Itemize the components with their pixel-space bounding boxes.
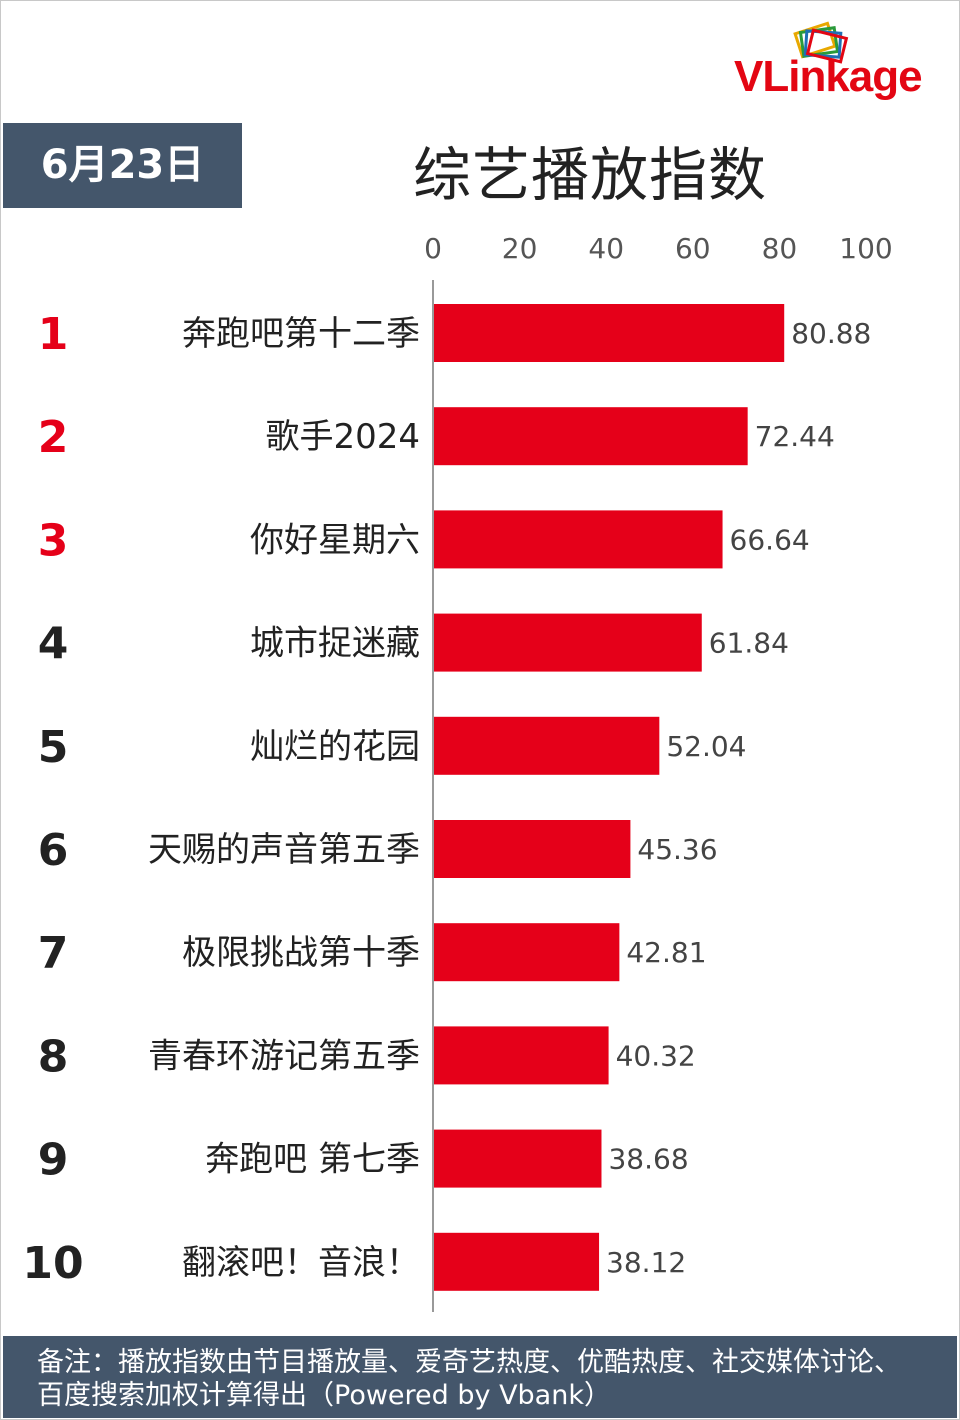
category-label: 你好星期六: [250, 520, 420, 560]
x-tick-label: 100: [839, 232, 892, 265]
bar: [434, 304, 785, 362]
rank-number: 5: [38, 722, 69, 773]
category-label: 歌手2024: [265, 417, 420, 457]
rank-number: 9: [38, 1135, 69, 1186]
rank-number: 4: [38, 619, 69, 670]
bar-value-label: 38.68: [608, 1143, 688, 1176]
rank-number: 8: [38, 1031, 69, 1082]
bar-value-label: 52.04: [666, 730, 746, 763]
rank-number: 6: [38, 825, 69, 876]
bar-value-label: 72.44: [755, 420, 835, 453]
rank-number: 1: [38, 309, 69, 360]
bar-value-label: 66.64: [730, 523, 810, 556]
bar-value-label: 38.12: [606, 1246, 686, 1279]
bar-value-label: 45.36: [637, 833, 717, 866]
bar: [434, 1026, 609, 1085]
rank-number: 10: [22, 1238, 83, 1289]
category-label: 奔跑吧 第七季: [205, 1140, 420, 1180]
bar: [434, 716, 660, 775]
footer-note: 备注：播放指数由节目播放量、爱奇艺热度、优酷热度、社交媒体讨论、百度搜索加权计算…: [3, 1336, 957, 1418]
logo-text: VLinkage: [734, 52, 923, 101]
bar: [434, 820, 631, 878]
category-label: 城市捉迷藏: [250, 624, 420, 664]
bar-value-label: 40.32: [616, 1039, 696, 1072]
bar: [434, 407, 748, 466]
x-tick-label: 80: [762, 232, 798, 265]
bar-chart: 0 20 40 60 80 100 80.88 奔跑吧第十二季 1 72.44 歌手2024 2 66.…: [22, 232, 893, 1312]
category-label: 灿烂的花园: [250, 727, 420, 767]
x-tick-label: 20: [502, 232, 538, 265]
rank-number: 7: [38, 928, 69, 979]
bar-value-label: 80.88: [791, 317, 871, 350]
bar-value-label: 42.81: [626, 936, 706, 969]
rank-number: 3: [38, 515, 69, 566]
category-label: 翻滚吧！音浪！: [182, 1243, 420, 1283]
bar: [434, 1129, 602, 1188]
x-tick-label: 60: [675, 232, 711, 265]
date-badge: 6月23日: [3, 123, 242, 208]
bar: [434, 613, 702, 672]
bar: [434, 1232, 600, 1291]
x-tick-label: 0: [424, 232, 442, 265]
x-tick-label: 40: [588, 232, 624, 265]
category-label: 天赐的声音第五季: [148, 830, 420, 870]
bar-value-label: 61.84: [709, 627, 789, 660]
logo-cards-icon: [793, 21, 849, 64]
bar: [434, 510, 723, 569]
rank-number: 2: [38, 412, 69, 463]
category-label: 极限挑战第十季: [182, 933, 420, 973]
chart-title: 综艺播放指数: [412, 141, 767, 209]
category-label: 青春环游记第五季: [148, 1036, 420, 1076]
vlinkage-logo: VLinkage: [728, 18, 956, 103]
bar: [434, 923, 620, 982]
category-label: 奔跑吧第十二季: [182, 314, 420, 354]
